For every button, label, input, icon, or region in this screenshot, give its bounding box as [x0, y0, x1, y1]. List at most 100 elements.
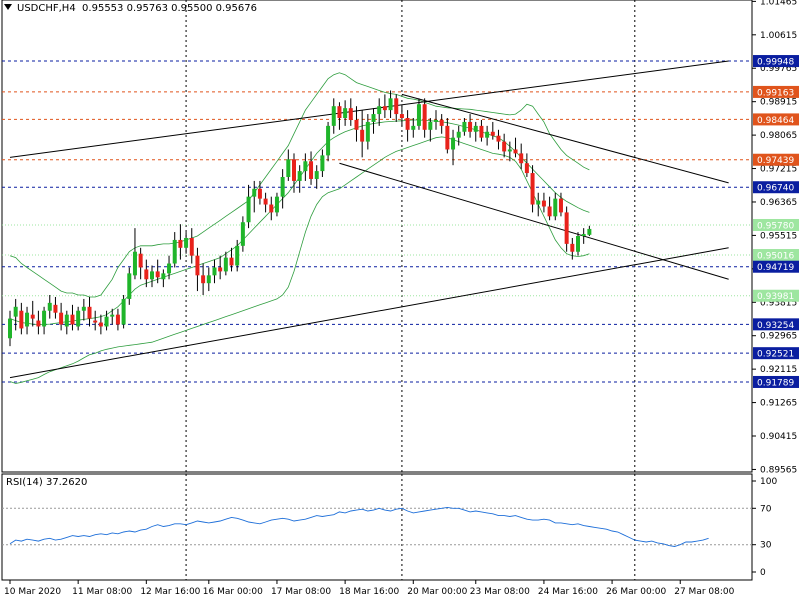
candle-body[interactable]: [502, 141, 507, 152]
candle-body[interactable]: [115, 314, 120, 325]
candle-body[interactable]: [81, 306, 86, 311]
candle-body[interactable]: [8, 318, 12, 339]
candle-body[interactable]: [451, 137, 456, 150]
candle-body[interactable]: [416, 104, 421, 126]
candle-body[interactable]: [411, 125, 416, 130]
candle-body[interactable]: [394, 98, 399, 115]
candle-body[interactable]: [507, 149, 512, 152]
candle-body[interactable]: [297, 171, 302, 181]
candle-body[interactable]: [479, 125, 484, 138]
price-level-tag[interactable]: [753, 85, 799, 98]
candle-body[interactable]: [235, 245, 240, 266]
candle-body[interactable]: [445, 125, 450, 150]
price-level-tag[interactable]: [753, 113, 799, 126]
candle-body[interactable]: [490, 131, 495, 136]
candle-body[interactable]: [25, 312, 30, 327]
trendline[interactable]: [401, 93, 729, 184]
candle-body[interactable]: [184, 237, 189, 248]
candle-body[interactable]: [462, 121, 467, 132]
candle-body[interactable]: [87, 306, 92, 319]
candle-body[interactable]: [286, 159, 291, 177]
price-level-tag[interactable]: [753, 55, 799, 68]
candle-body[interactable]: [59, 312, 64, 325]
price-level-tag[interactable]: [753, 347, 799, 360]
candle-body[interactable]: [468, 121, 473, 132]
candle-body[interactable]: [405, 118, 410, 130]
candle-body[interactable]: [530, 173, 535, 205]
candle-body[interactable]: [581, 234, 586, 236]
candle-body[interactable]: [320, 155, 325, 172]
candle-body[interactable]: [587, 228, 592, 235]
candle-body[interactable]: [104, 316, 109, 327]
candle-body[interactable]: [263, 198, 268, 205]
candle-body[interactable]: [189, 237, 194, 256]
candle-body[interactable]: [19, 310, 24, 329]
candle-body[interactable]: [371, 114, 376, 122]
candle-body[interactable]: [456, 131, 461, 138]
price-level-tag[interactable]: [753, 260, 799, 273]
candle-body[interactable]: [348, 108, 353, 120]
price-level-tag[interactable]: [753, 318, 799, 331]
candle-body[interactable]: [121, 298, 126, 325]
price-level-tag[interactable]: [753, 218, 799, 231]
candle-body[interactable]: [536, 200, 541, 205]
candle-body[interactable]: [331, 106, 336, 126]
candle-body[interactable]: [428, 121, 433, 130]
candle-body[interactable]: [382, 106, 387, 111]
candle-body[interactable]: [93, 320, 98, 323]
price-level-tag[interactable]: [753, 181, 799, 194]
candle-body[interactable]: [360, 129, 365, 142]
candle-body[interactable]: [354, 119, 359, 130]
candle-body[interactable]: [218, 267, 223, 272]
candle-body[interactable]: [280, 177, 285, 197]
candle-body[interactable]: [541, 200, 546, 207]
candle-body[interactable]: [76, 310, 81, 327]
candle-body[interactable]: [558, 198, 563, 213]
candle-body[interactable]: [377, 106, 382, 115]
candle-body[interactable]: [98, 322, 103, 327]
candle-body[interactable]: [524, 163, 529, 174]
candle-body[interactable]: [172, 239, 177, 264]
candle-body[interactable]: [64, 314, 69, 327]
candle-body[interactable]: [206, 275, 211, 284]
candle-body[interactable]: [519, 153, 524, 164]
candle-body[interactable]: [337, 106, 342, 118]
candle-body[interactable]: [161, 273, 166, 280]
candle-body[interactable]: [547, 206, 552, 217]
candle-body[interactable]: [138, 253, 143, 268]
candle-body[interactable]: [178, 239, 183, 248]
candle-body[interactable]: [292, 159, 296, 181]
candle-body[interactable]: [434, 119, 438, 122]
candle-body[interactable]: [144, 269, 149, 280]
candle-body[interactable]: [42, 310, 47, 327]
candle-body[interactable]: [274, 196, 279, 213]
trendline[interactable]: [9, 60, 729, 158]
candle-body[interactable]: [513, 149, 518, 154]
candle-body[interactable]: [167, 263, 172, 274]
candle-body[interactable]: [399, 114, 404, 118]
candle-body[interactable]: [195, 255, 200, 276]
candle-body[interactable]: [53, 304, 58, 313]
candle-body[interactable]: [110, 314, 115, 317]
candle-body[interactable]: [223, 257, 228, 272]
candle-body[interactable]: [269, 204, 274, 213]
candle-body[interactable]: [13, 306, 18, 317]
candle-body[interactable]: [309, 161, 314, 179]
candle-body[interactable]: [36, 320, 41, 327]
candle-body[interactable]: [201, 275, 206, 284]
candle-body[interactable]: [70, 314, 75, 325]
price-level-tag[interactable]: [753, 289, 799, 302]
candle-body[interactable]: [422, 104, 427, 130]
candle-body[interactable]: [485, 131, 490, 138]
candle-body[interactable]: [132, 251, 137, 276]
candle-body[interactable]: [212, 267, 217, 276]
candle-body[interactable]: [150, 271, 154, 280]
candle-body[interactable]: [570, 243, 575, 252]
price-level-tag[interactable]: [753, 153, 799, 166]
candle-body[interactable]: [576, 236, 580, 252]
candle-body[interactable]: [365, 121, 370, 142]
candle-body[interactable]: [553, 198, 558, 217]
candle-body[interactable]: [564, 212, 569, 244]
price-level-tag[interactable]: [753, 375, 799, 388]
